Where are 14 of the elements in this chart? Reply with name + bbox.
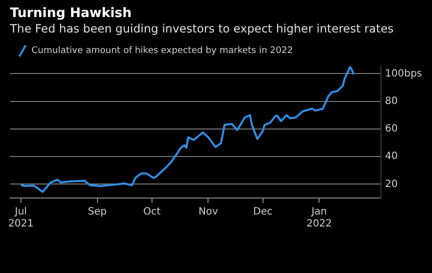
y-tick-label: 40	[385, 151, 398, 162]
legend-label: Cumulative amount of hikes expected by markets in 2022	[32, 46, 293, 56]
chart-title: Turning Hawkish	[10, 6, 132, 22]
y-tick-label: 100bps	[385, 68, 422, 80]
y-tick-label: 60	[385, 124, 398, 135]
x-tick-label: Jan 2022	[306, 206, 332, 230]
x-tick-label: Dec	[253, 206, 272, 218]
x-tick-label: Oct	[143, 206, 161, 218]
x-tick-label: Nov	[198, 206, 218, 218]
y-tick-label: 80	[385, 96, 398, 107]
y-tick-label: 20	[385, 178, 398, 190]
x-tick-label: Jul 2021	[8, 206, 34, 230]
x-tick-label: Sep	[88, 206, 107, 218]
chart-subtitle: The Fed has been guiding investors to expect higher interest rates	[9, 21, 394, 36]
